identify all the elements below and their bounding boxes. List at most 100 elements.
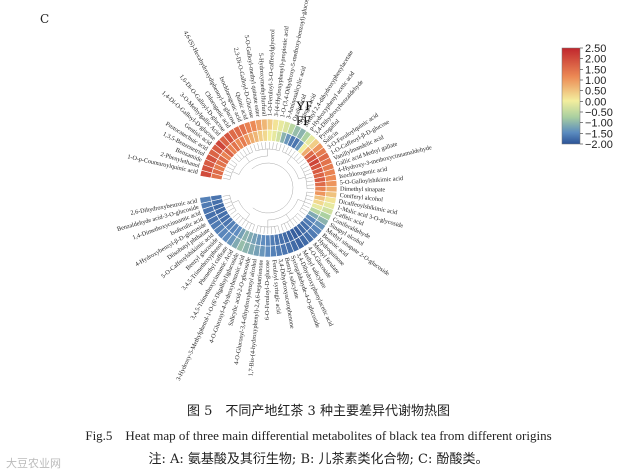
dendrogram-branch <box>259 226 262 234</box>
dendrogram-branch <box>255 225 259 233</box>
colorbar-tick-label: 2.00 <box>585 54 606 66</box>
caption-chinese: 图 5 不同产地红茶 3 种主要差异代谢物热图 <box>187 404 450 419</box>
dendrogram-branch <box>245 214 250 221</box>
dendrogram-branch <box>239 151 245 158</box>
dendrogram-branch <box>298 176 306 180</box>
heatmap-cell-ff <box>264 234 271 247</box>
dendrogram-branch <box>304 172 312 176</box>
heatmap-cell-yf <box>269 245 278 258</box>
dendrogram-branch <box>230 210 237 215</box>
dendrogram-branch <box>274 226 276 234</box>
heatmap-cell-yf <box>325 185 338 193</box>
heatmap-cell-ff <box>261 129 268 142</box>
dendrogram <box>222 142 314 235</box>
dendrogram-branch <box>303 204 310 209</box>
dendrogram-branch <box>251 224 255 232</box>
metabolite-labels: 1-O-p-Coumaroylquinic acid2-Phenylethano… <box>116 0 432 382</box>
heatmap-cell-ff <box>314 181 327 188</box>
dendrogram-branch <box>302 165 309 170</box>
heatmap-cell-yf <box>325 179 338 187</box>
colorbar-tick-label: 0.50 <box>585 86 606 98</box>
dendrogram-branch <box>263 226 265 234</box>
dendrogram-branch <box>232 212 239 218</box>
dendrogram-branch <box>305 198 313 201</box>
dendrogram-branch <box>306 195 314 197</box>
dendrogram-branch <box>286 162 299 180</box>
dendrogram-branch <box>285 214 291 221</box>
dendrogram-branch <box>238 151 253 162</box>
dendrogram-branch <box>277 225 280 233</box>
heatmap-cell-yf <box>264 245 272 258</box>
dendrogram-branch <box>257 143 260 151</box>
dendrogram-branch <box>299 210 306 216</box>
dendrogram-branch <box>282 145 286 152</box>
colorbar-tick-label: 1.00 <box>585 75 606 87</box>
dendrogram-branch <box>242 149 248 156</box>
heatmap-cells <box>199 118 338 258</box>
dendrogram-branch <box>249 145 253 153</box>
dendrogram-branch <box>231 200 239 204</box>
colorbar-tick-label: −1.00 <box>585 118 613 130</box>
dendrogram-branch <box>251 162 294 214</box>
dendrogram-branch <box>272 142 274 150</box>
metabolite-label: Dimethyl sinapate <box>340 186 386 194</box>
dendrogram-branch <box>306 191 314 194</box>
dendrogram-branch <box>231 159 238 165</box>
dendrogram-branch <box>244 221 249 228</box>
colorbar-tick-label: 0.00 <box>585 96 606 108</box>
dendrogram-branch <box>267 199 299 221</box>
colorbar: 2.502.001.501.000.500.00−0.50−1.00−1.50−… <box>561 43 613 151</box>
dendrogram-branch <box>296 156 302 162</box>
dendrogram-branch <box>238 155 268 175</box>
dendrogram-branch <box>306 180 314 183</box>
dendrogram-branch <box>305 176 313 179</box>
dendrogram-branch <box>300 162 307 167</box>
dendrogram-branch <box>229 195 237 211</box>
dendrogram-branch <box>225 170 233 174</box>
dendrogram-branch <box>297 213 304 219</box>
metabolite-label: 1-O-Feruloyl-3-O-caffeoylglycerol <box>267 29 277 116</box>
caption-english: Fig.5 Heat map of three main differentia… <box>85 428 552 443</box>
dendrogram-branch <box>257 225 278 228</box>
dendrogram-branch <box>289 220 295 227</box>
dendrogram-branch <box>226 204 233 208</box>
dendrogram-branch <box>275 142 278 150</box>
dendrogram-branch <box>292 217 298 224</box>
dendrogram-branch <box>253 144 257 151</box>
dendrogram-branch <box>246 147 250 154</box>
dendrogram-branch <box>283 223 288 230</box>
dendrogram-branch <box>229 164 238 180</box>
dendrogram-branch <box>295 215 301 222</box>
colorbar-tick-label: 1.50 <box>585 64 606 76</box>
dendrogram-branch <box>232 171 240 175</box>
heatmap-cell-yf <box>260 118 268 131</box>
dendrogram-branch <box>238 213 255 225</box>
dendrogram-branch <box>285 146 289 154</box>
dendrogram-branch <box>238 217 244 224</box>
dendrogram-branch <box>227 166 234 171</box>
dendrogram-branch <box>238 200 250 215</box>
dendrogram-branch <box>288 148 293 155</box>
dendrogram-branch <box>293 153 299 159</box>
dendrogram-branch <box>223 198 231 201</box>
dendrogram-branch <box>298 159 305 164</box>
ring-label-ff: FF <box>296 113 310 128</box>
watermark: 大豆农业网 <box>6 458 61 470</box>
metabolite-label: 5-Hydroxymethylfurfural <box>257 53 268 117</box>
dendrogram-branch <box>223 177 230 180</box>
heatmap-cell-ff <box>210 194 223 202</box>
colorbar-tick-label: −0.50 <box>585 107 613 119</box>
dendrogram-branch <box>228 207 235 212</box>
dendrogram-branch <box>241 219 246 226</box>
metabolite-label: Coniferyl alcohol <box>339 192 383 204</box>
dendrogram-branch <box>248 223 252 230</box>
metabolite-label: Feruloyl syringic acid <box>271 259 283 315</box>
dendrogram-branch <box>286 221 291 229</box>
colorbar-tick-label: −2.00 <box>585 139 613 151</box>
dendrogram-branch <box>270 226 273 234</box>
colorbar-tick-label: −1.50 <box>585 128 613 140</box>
dendrogram-branch <box>236 154 242 160</box>
dendrogram-branch <box>290 150 296 157</box>
panel-letter: C <box>40 12 50 26</box>
circular-heatmap: 1-O-p-Coumaroylquinic acid2-Phenylethano… <box>116 0 613 382</box>
